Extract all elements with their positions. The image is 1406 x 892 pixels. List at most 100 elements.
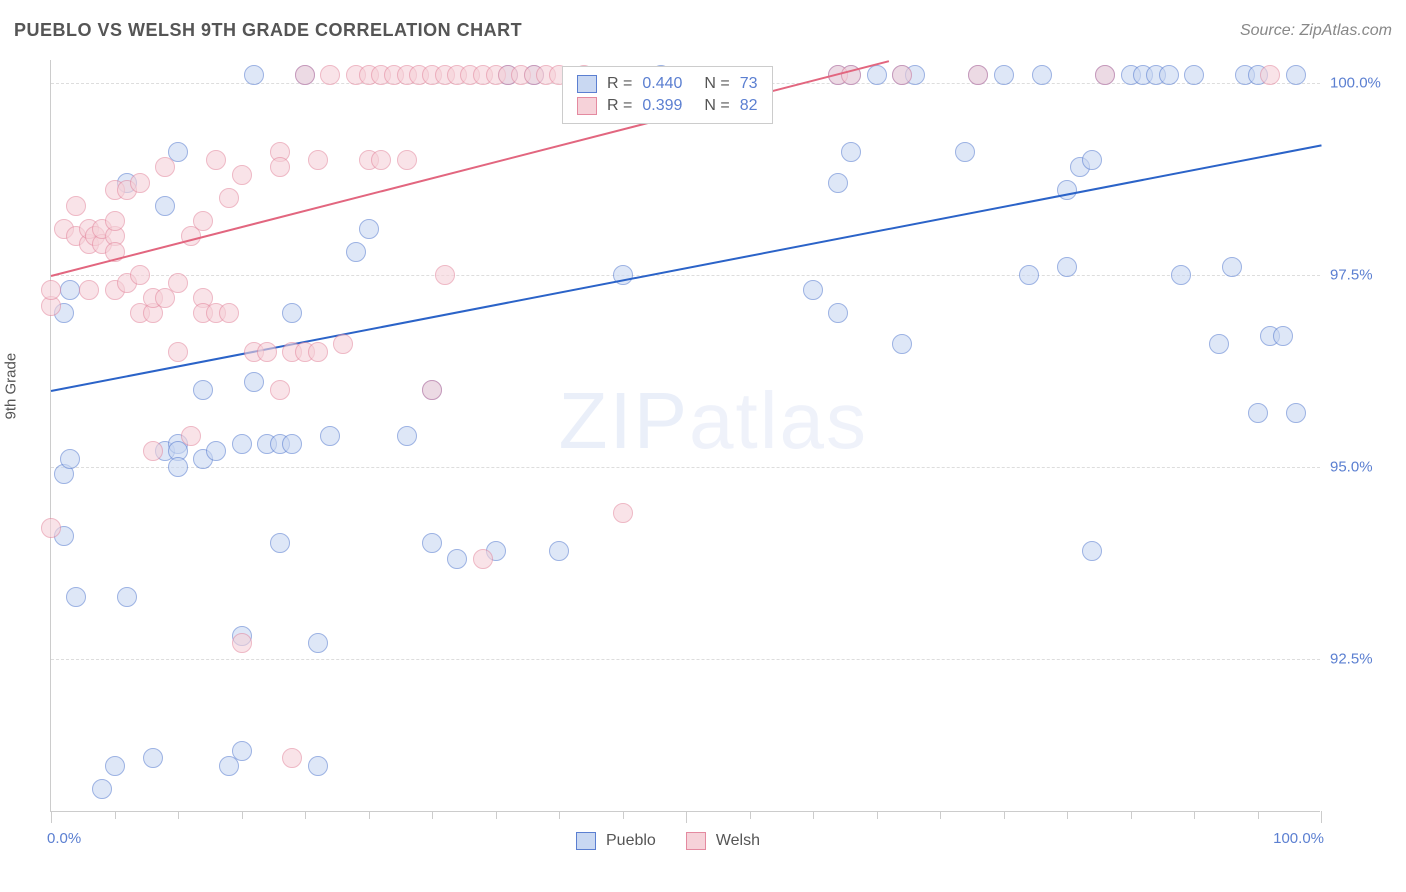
x-tick	[1321, 811, 1322, 823]
data-point	[60, 280, 80, 300]
data-point	[270, 380, 290, 400]
legend-n-label: N =	[704, 75, 729, 93]
legend-n-value: 73	[740, 75, 758, 93]
legend-r-value: 0.399	[642, 97, 682, 115]
data-point	[994, 65, 1014, 85]
series-legend: Pueblo Welsh	[576, 830, 760, 852]
legend-swatch	[686, 832, 706, 850]
legend-swatch	[576, 832, 596, 850]
data-point	[66, 587, 86, 607]
legend-row: R = 0.440 N = 73	[577, 73, 758, 95]
data-point	[359, 219, 379, 239]
legend-series-name: Welsh	[716, 832, 760, 850]
data-point	[143, 441, 163, 461]
x-tick	[115, 811, 116, 819]
data-point	[828, 173, 848, 193]
data-point	[1082, 541, 1102, 561]
data-point	[828, 303, 848, 323]
data-point	[371, 150, 391, 170]
data-point	[244, 65, 264, 85]
x-tick	[178, 811, 179, 819]
data-point	[130, 265, 150, 285]
data-point	[1222, 257, 1242, 277]
data-point	[968, 65, 988, 85]
data-point	[282, 303, 302, 323]
data-point	[130, 173, 150, 193]
legend-r-value: 0.440	[642, 75, 682, 93]
data-point	[1286, 65, 1306, 85]
data-point	[333, 334, 353, 354]
data-point	[92, 779, 112, 799]
data-point	[1171, 265, 1191, 285]
y-tick-label: 100.0%	[1330, 75, 1390, 92]
data-point	[346, 242, 366, 262]
data-point	[270, 157, 290, 177]
data-point	[803, 280, 823, 300]
data-point	[841, 142, 861, 162]
y-tick-label: 97.5%	[1330, 266, 1390, 283]
x-axis-max: 100.0%	[1273, 830, 1324, 847]
legend-item: Pueblo	[576, 830, 656, 852]
gridline	[51, 467, 1320, 468]
plot-area: 9th Grade ZIPatlas 0.0% 100.0% 92.5%95.0…	[50, 60, 1320, 812]
data-point	[320, 65, 340, 85]
data-point	[282, 748, 302, 768]
data-point	[308, 633, 328, 653]
data-point	[549, 541, 569, 561]
data-point	[206, 441, 226, 461]
data-point	[1082, 150, 1102, 170]
data-point	[232, 165, 252, 185]
legend-swatch	[577, 97, 597, 115]
data-point	[181, 426, 201, 446]
x-tick	[750, 811, 751, 819]
x-tick	[496, 811, 497, 819]
x-tick	[242, 811, 243, 819]
x-tick	[559, 811, 560, 819]
data-point	[168, 273, 188, 293]
data-point	[79, 280, 99, 300]
data-point	[447, 549, 467, 569]
gridline	[51, 659, 1320, 660]
source-label: Source: ZipAtlas.com	[1240, 22, 1392, 40]
data-point	[473, 549, 493, 569]
data-point	[168, 457, 188, 477]
data-point	[867, 65, 887, 85]
data-point	[168, 342, 188, 362]
data-point	[1286, 403, 1306, 423]
data-point	[422, 380, 442, 400]
x-tick	[369, 811, 370, 819]
data-point	[232, 741, 252, 761]
legend-series-name: Pueblo	[606, 832, 656, 850]
data-point	[892, 334, 912, 354]
x-tick	[686, 811, 687, 823]
data-point	[295, 65, 315, 85]
gridline	[51, 275, 1320, 276]
legend-n-value: 82	[740, 97, 758, 115]
x-tick	[51, 811, 52, 823]
x-tick	[1067, 811, 1068, 819]
data-point	[117, 587, 137, 607]
data-point	[1209, 334, 1229, 354]
data-point	[193, 380, 213, 400]
data-point	[232, 434, 252, 454]
data-point	[155, 196, 175, 216]
data-point	[397, 426, 417, 446]
data-point	[1159, 65, 1179, 85]
data-point	[1273, 326, 1293, 346]
x-tick	[623, 811, 624, 819]
chart-title: PUEBLO VS WELSH 9TH GRADE CORRELATION CH…	[14, 20, 522, 41]
data-point	[1057, 257, 1077, 277]
data-point	[308, 756, 328, 776]
data-point	[219, 303, 239, 323]
data-point	[219, 188, 239, 208]
legend-r-label: R =	[607, 75, 632, 93]
data-point	[155, 157, 175, 177]
data-point	[892, 65, 912, 85]
data-point	[435, 265, 455, 285]
legend-row: R =0.399N =82	[577, 95, 758, 117]
x-tick	[1004, 811, 1005, 819]
data-point	[1019, 265, 1039, 285]
data-point	[66, 196, 86, 216]
legend-item: Welsh	[686, 830, 760, 852]
data-point	[1057, 180, 1077, 200]
